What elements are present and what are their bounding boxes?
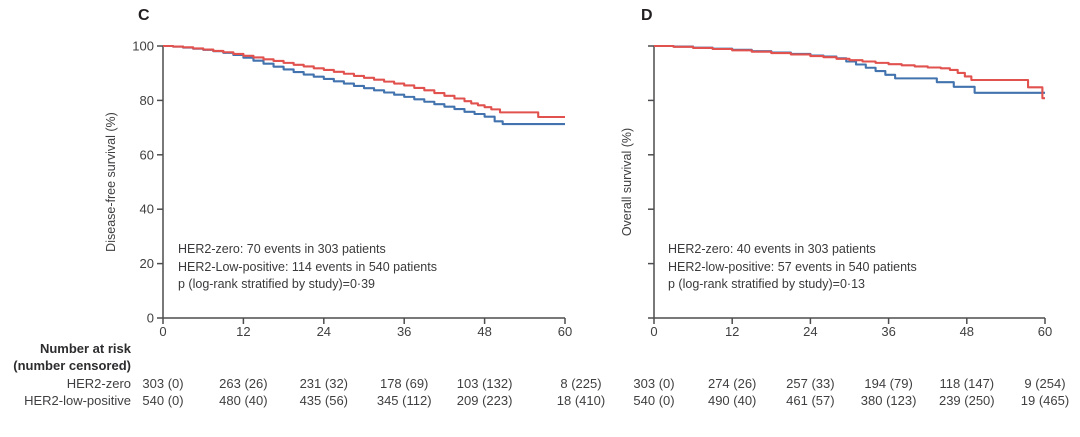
y-tick-label: 0 bbox=[147, 311, 154, 326]
y-axis-label-overall-survival: Overall survival (%) bbox=[612, 46, 642, 318]
x-tick-label: 48 bbox=[960, 324, 974, 339]
panel-c-letter: C bbox=[138, 7, 150, 24]
risk-cell: 263 (26) bbox=[219, 376, 268, 391]
panel-c-annotation: HER2-zero: 70 events in 303 patients HER… bbox=[178, 241, 437, 294]
panel-c-plot: 100 80 60 40 20 00 12 24 36 48 60 bbox=[132, 39, 572, 340]
risk-cell: 461 (57) bbox=[786, 393, 835, 408]
y-tick-label: 100 bbox=[132, 39, 154, 54]
y-tick-label: 40 bbox=[140, 202, 154, 217]
risk-cell: 103 (132) bbox=[456, 376, 513, 391]
risk-row-label-her2-low-positive: HER2-low-positive bbox=[24, 393, 131, 408]
annotation-line: p (log-rank stratified by study)=0·39 bbox=[178, 277, 375, 291]
risk-cell: 178 (69) bbox=[379, 376, 429, 391]
risk-cell: 303 (0) bbox=[142, 376, 184, 391]
risk-table-header-line2: (number censored) bbox=[13, 358, 131, 373]
survival-curve-her2-low-positive bbox=[163, 44, 565, 119]
x-tick-label: 48 bbox=[477, 324, 491, 339]
x-tick-label: 12 bbox=[236, 324, 250, 339]
risk-table-header-line1: Number at risk bbox=[39, 341, 131, 356]
x-tick-label: 0 bbox=[650, 324, 657, 339]
y-axis-label-text: Disease-free survival (%) bbox=[104, 112, 118, 252]
risk-cell: 480 (40) bbox=[219, 393, 268, 408]
x-tick-label: 36 bbox=[881, 324, 895, 339]
y-axis-label-text: Overall survival (%) bbox=[620, 127, 635, 237]
x-tick-label: 0 bbox=[159, 324, 166, 339]
risk-cell: 239 (250) bbox=[938, 393, 995, 408]
risk-cell: 540 (0) bbox=[142, 393, 184, 408]
risk-cell: 194 (79) bbox=[864, 376, 913, 391]
risk-table-header: Number at risk (number censored) bbox=[0, 340, 131, 374]
risk-cell: 209 (223) bbox=[456, 393, 513, 408]
risk-cell: 435 (56) bbox=[299, 393, 348, 408]
x-tick-label: 60 bbox=[558, 324, 572, 339]
survival-curve-her2-low-positive bbox=[654, 44, 1045, 100]
risk-cell: 18 (410) bbox=[556, 393, 606, 408]
risk-cell: 274 (26) bbox=[707, 376, 757, 391]
panel-d-letter: D bbox=[641, 7, 653, 24]
risk-cell: 19 (465) bbox=[1020, 393, 1070, 408]
y-tick-label: 80 bbox=[140, 93, 154, 108]
risk-cell: 9 (254) bbox=[1024, 376, 1066, 391]
x-tick-label: 24 bbox=[317, 324, 331, 339]
annotation-line: p (log-rank stratified by study)=0·13 bbox=[668, 277, 865, 291]
annotation-line: HER2-low-positive: 57 events in 540 pati… bbox=[668, 259, 917, 274]
risk-cell: 540 (0) bbox=[633, 393, 675, 408]
x-tick-label: 24 bbox=[803, 324, 817, 339]
risk-cell: 345 (112) bbox=[376, 393, 432, 408]
annotation-line: HER2-zero: 70 events in 303 patients bbox=[178, 242, 386, 256]
y-tick-label: 20 bbox=[140, 256, 154, 271]
y-tick-label: 60 bbox=[140, 147, 154, 162]
survival-curve-her2-zero bbox=[654, 44, 1045, 94]
panel-d-annotation: HER2-zero: 40 events in 303 patients HER… bbox=[668, 241, 917, 294]
x-tick-label: 12 bbox=[725, 324, 739, 339]
risk-row-label-her2-zero: HER2-zero bbox=[66, 376, 131, 391]
risk-cell: 118 (147) bbox=[939, 376, 995, 391]
x-tick-label: 60 bbox=[1038, 324, 1052, 339]
risk-cell: 303 (0) bbox=[633, 376, 675, 391]
panel-d-plot: 0 12 24 36 48 60 bbox=[648, 44, 1052, 339]
risk-cell: 257 (33) bbox=[786, 376, 835, 391]
risk-cell: 380 (123) bbox=[860, 393, 917, 408]
risk-cell: 8 (225) bbox=[560, 376, 602, 391]
annotation-line: HER2-zero: 40 events in 303 patients bbox=[668, 242, 876, 256]
annotation-line: HER2-Low-positive: 114 events in 540 pat… bbox=[178, 259, 437, 274]
risk-cell: 231 (32) bbox=[299, 376, 348, 391]
y-axis-label-disease-free-survival: Disease-free survival (%) bbox=[96, 46, 126, 318]
x-tick-label: 36 bbox=[397, 324, 411, 339]
risk-cell: 490 (40) bbox=[707, 393, 757, 408]
